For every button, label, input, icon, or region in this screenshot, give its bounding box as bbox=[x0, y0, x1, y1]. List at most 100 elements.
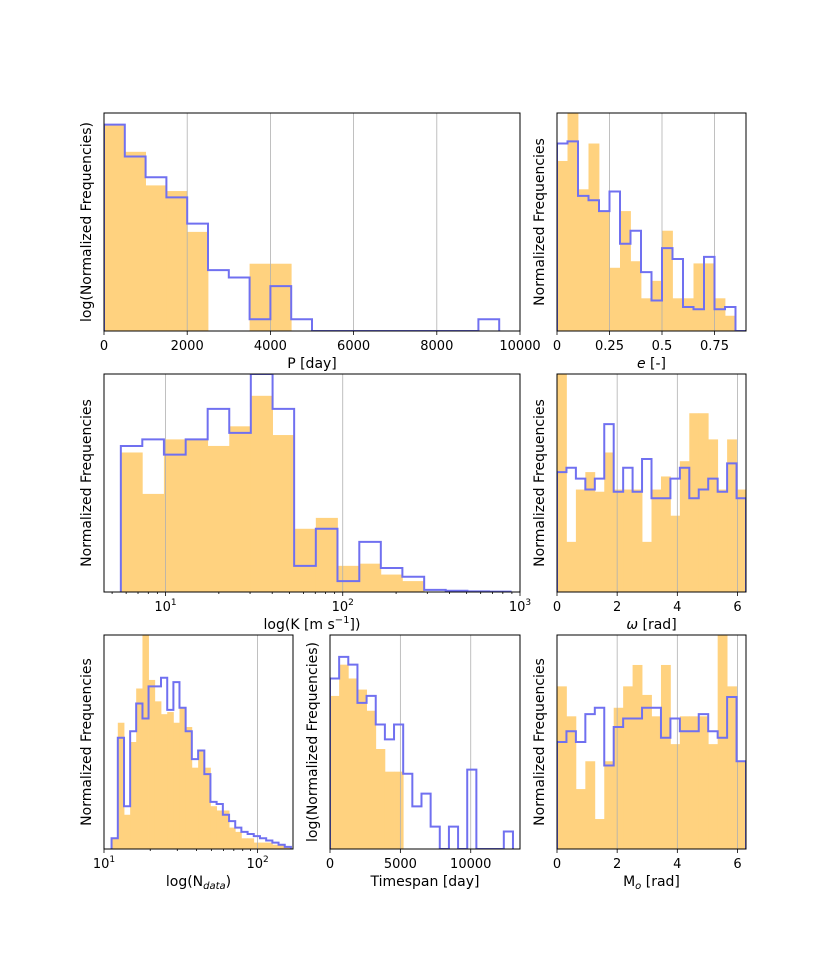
bar bbox=[249, 263, 271, 331]
bar bbox=[585, 761, 596, 849]
x-tick-label: 0 bbox=[100, 339, 108, 354]
bar bbox=[145, 185, 167, 331]
bar bbox=[266, 842, 273, 849]
bar bbox=[588, 143, 600, 331]
bar bbox=[566, 541, 577, 592]
x-tick-label: 102 bbox=[332, 598, 354, 615]
bar bbox=[651, 716, 662, 849]
x-axis-label: Mo [rad] bbox=[623, 874, 680, 892]
y-axis-label: Normalized Frequencies bbox=[532, 138, 548, 306]
bar bbox=[689, 716, 700, 849]
y-axis-label: Normalized Frequencies bbox=[79, 658, 95, 826]
bar bbox=[708, 744, 719, 849]
x-tick-label: 10000 bbox=[450, 857, 491, 872]
x-tick-label: 2 bbox=[613, 600, 621, 615]
bar bbox=[698, 413, 709, 592]
bar bbox=[179, 707, 187, 849]
bar bbox=[384, 771, 395, 849]
bar bbox=[216, 810, 224, 849]
bar bbox=[235, 831, 242, 849]
x-axis-label: e [-] bbox=[637, 356, 666, 372]
bar bbox=[609, 267, 621, 331]
bar bbox=[136, 688, 143, 849]
bar bbox=[253, 842, 261, 849]
bar bbox=[166, 191, 188, 331]
bar bbox=[348, 678, 358, 849]
bar bbox=[727, 439, 737, 592]
step-line bbox=[557, 423, 746, 592]
x-tick-label: 5000 bbox=[384, 857, 417, 872]
bar bbox=[689, 413, 700, 592]
panel-mean-anomaly: 0 2 4 6 Mo [rad] Normalized Frequencies bbox=[532, 634, 747, 892]
bar bbox=[380, 574, 403, 592]
bar bbox=[148, 679, 156, 849]
bar bbox=[330, 695, 340, 849]
axes-frame bbox=[103, 112, 521, 332]
bar bbox=[623, 489, 633, 592]
bar bbox=[594, 491, 605, 592]
bar bbox=[557, 686, 567, 849]
x-tick-label: 0.25 bbox=[595, 339, 624, 354]
axes-frame bbox=[556, 112, 747, 332]
y-axis-label: Normalized Frequencies bbox=[79, 399, 95, 567]
x-tick-label: 6000 bbox=[337, 339, 370, 354]
bar bbox=[198, 750, 205, 849]
bar bbox=[111, 838, 119, 849]
bar bbox=[241, 838, 249, 849]
bar bbox=[727, 686, 737, 849]
bar bbox=[120, 452, 143, 592]
x-tick-label: 103 bbox=[509, 598, 531, 615]
panel-eccentricity: 0 0.25 0.5 0.75 e [-] Normalized Frequencies bbox=[532, 112, 747, 372]
step-line bbox=[119, 374, 512, 592]
step-line bbox=[557, 696, 746, 849]
bar bbox=[623, 686, 633, 849]
bar bbox=[160, 714, 168, 849]
bar bbox=[575, 489, 586, 592]
bars-filled bbox=[557, 635, 746, 849]
bar bbox=[185, 727, 193, 849]
bar bbox=[229, 426, 252, 592]
bar bbox=[167, 712, 174, 849]
x-tick-label: 4000 bbox=[254, 339, 287, 354]
bar bbox=[714, 298, 726, 331]
bar bbox=[632, 664, 643, 849]
bar bbox=[359, 563, 382, 592]
bar bbox=[704, 263, 715, 331]
bar bbox=[366, 710, 377, 849]
bar bbox=[670, 744, 681, 849]
axes-frame bbox=[103, 373, 521, 593]
x-axis-label: ω [rad] bbox=[626, 617, 676, 633]
bar bbox=[104, 124, 126, 331]
bar bbox=[693, 263, 705, 331]
bars-filled bbox=[111, 635, 292, 849]
bar bbox=[585, 472, 596, 592]
bar bbox=[375, 749, 386, 849]
bar bbox=[578, 189, 589, 331]
x-tick-label: 8000 bbox=[420, 339, 453, 354]
bar bbox=[259, 842, 267, 849]
x-tick-label: 0 bbox=[553, 339, 561, 354]
y-axis-label: Normalized Frequencies bbox=[532, 658, 548, 826]
axes-frame bbox=[329, 634, 521, 850]
x-tick-label: 0 bbox=[553, 857, 561, 872]
bar bbox=[294, 528, 317, 592]
x-tick-label: 4 bbox=[673, 857, 681, 872]
bar bbox=[698, 716, 709, 849]
bar bbox=[679, 461, 690, 592]
x-axis-label: log(Ndata) bbox=[166, 874, 231, 892]
bar bbox=[315, 517, 338, 592]
bar bbox=[117, 722, 125, 849]
bar bbox=[604, 761, 615, 849]
x-tick-label: 6 bbox=[733, 857, 741, 872]
bar bbox=[662, 230, 673, 331]
bar bbox=[339, 664, 349, 849]
bar bbox=[736, 761, 746, 849]
panel-period: 0 2000 4000 6000 8000 10000 P [day] log(Normali… bbox=[79, 112, 541, 372]
bar bbox=[250, 395, 273, 592]
bar bbox=[679, 716, 690, 849]
bar bbox=[357, 689, 367, 849]
x-tick-label: 0.5 bbox=[652, 339, 673, 354]
bar bbox=[708, 439, 719, 592]
bars-filled bbox=[557, 113, 736, 331]
